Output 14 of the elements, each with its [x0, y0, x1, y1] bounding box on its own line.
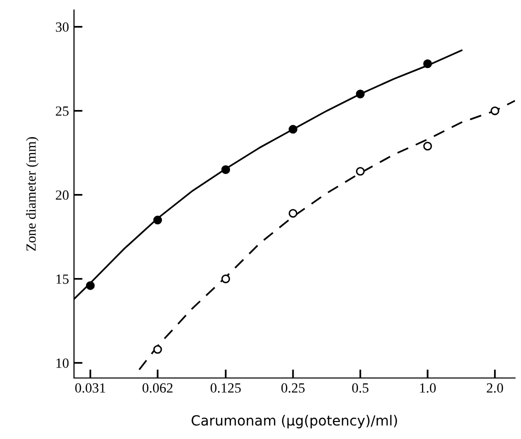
x-tick-label: 2.0 — [486, 383, 504, 393]
x-axis-title: Carumonam (μg(potency)/ml) — [192, 414, 397, 428]
y-tick-label: 15 — [56, 274, 69, 284]
x-tick-label: 0.125 — [210, 383, 241, 393]
y-tick-label: 10 — [56, 358, 69, 368]
x-tick-label: 0.062 — [142, 383, 172, 393]
x-tick-label: 0.25 — [281, 383, 305, 393]
y-axis-title: Zone diameter (mm) — [26, 137, 39, 251]
y-tick-label: 25 — [56, 106, 69, 116]
x-tick-label: 1.0 — [420, 383, 436, 393]
y-tick-label: 20 — [56, 190, 69, 200]
x-tick-label: 0.031 — [75, 383, 106, 393]
y-tick-label: 30 — [56, 22, 69, 32]
x-tick-label: 0.5 — [352, 383, 368, 393]
